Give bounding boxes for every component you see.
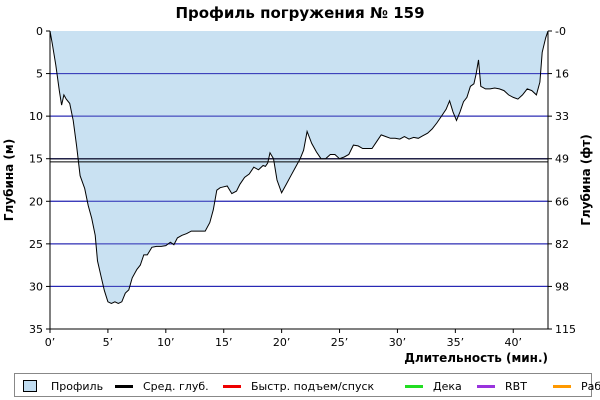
y-left-tick-label: 20: [29, 195, 43, 208]
legend-item: Профиль: [23, 379, 103, 393]
y-left-tick-label: 25: [29, 238, 43, 251]
y-right-tick-label: 115: [555, 323, 576, 336]
y-left-tick-label: 15: [29, 153, 43, 166]
y-right-tick-label: 33: [555, 110, 569, 123]
y-left-tick-label: 35: [29, 323, 43, 336]
x-tick-label: 5’: [103, 336, 114, 349]
y-right-tick-label: -0: [555, 25, 566, 38]
legend-swatch-box: [23, 380, 37, 392]
legend-label: RBT: [505, 379, 527, 393]
legend-item: Сред. глуб.: [115, 379, 209, 393]
tick-labels-layer: 0 5 10 15 20 25 30 35 -0 16 33 49 66 82 98 115 0’ 5’ 10’ 15…: [29, 25, 576, 349]
legend-swatch-line: [223, 384, 241, 388]
y-right-tick-label: 66: [555, 195, 569, 208]
legend-label: Быстр. подъем/спуск: [251, 379, 375, 393]
x-tick-label: 30’: [389, 336, 407, 349]
y-right-tick-label: 49: [555, 153, 569, 166]
y-left-tick-label: 0: [36, 25, 43, 38]
legend-item: RBT: [477, 379, 527, 393]
y-axis-label-left: Глубина (м): [2, 139, 16, 221]
legend-label: Дека: [433, 379, 462, 393]
legend-swatch-line: [115, 384, 133, 388]
chart-legend: Профиль Сред. глуб. Быстр. подъем/спуск Дек…: [14, 373, 600, 397]
legend-item: Дека: [405, 379, 462, 393]
legend-swatch-line: [553, 384, 571, 388]
x-tick-label: 15’: [215, 336, 233, 349]
y-left-tick-label: 10: [29, 110, 43, 123]
average-depth-layer: [50, 158, 548, 163]
legend-item: Быстр. подъем/спуск: [223, 379, 374, 393]
y-left-tick-label: 30: [29, 280, 43, 293]
legend-label: Раб.: [581, 379, 600, 393]
legend-swatch-line: [477, 384, 495, 388]
y-left-tick-label: 5: [36, 68, 43, 81]
legend-label: Профиль: [51, 379, 104, 393]
profile-line: [49, 30, 549, 305]
y-right-tick-label: 16: [555, 68, 569, 81]
legend-label: Сред. глуб.: [143, 379, 209, 393]
y-right-tick-label: 82: [555, 238, 569, 251]
x-tick-label: 25’: [331, 336, 349, 349]
x-tick-label: 40’: [505, 336, 523, 349]
x-axis-label: Длительность (мин.): [404, 351, 548, 365]
y-right-tick-label: 98: [555, 280, 569, 293]
y-axis-label-right: Глубина (фт): [579, 134, 593, 225]
legend-swatch-line: [405, 384, 423, 388]
x-tick-label: 0’: [45, 336, 56, 349]
x-tick-label: 10’: [157, 336, 175, 349]
axes-layer: [46, 30, 552, 333]
x-tick-label: 35’: [447, 336, 465, 349]
legend-item: Раб.: [553, 379, 600, 393]
chart-title: Профиль погружения № 159: [175, 4, 424, 22]
x-tick-label: 20’: [273, 336, 291, 349]
profile-fill: [50, 31, 548, 304]
